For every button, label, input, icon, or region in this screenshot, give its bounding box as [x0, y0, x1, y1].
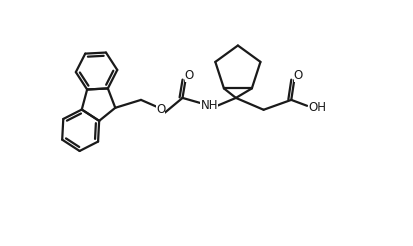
Text: O: O	[156, 103, 165, 116]
Text: OH: OH	[307, 101, 325, 114]
Text: O: O	[293, 69, 302, 82]
Text: NH: NH	[200, 99, 217, 112]
Text: O: O	[184, 69, 194, 82]
